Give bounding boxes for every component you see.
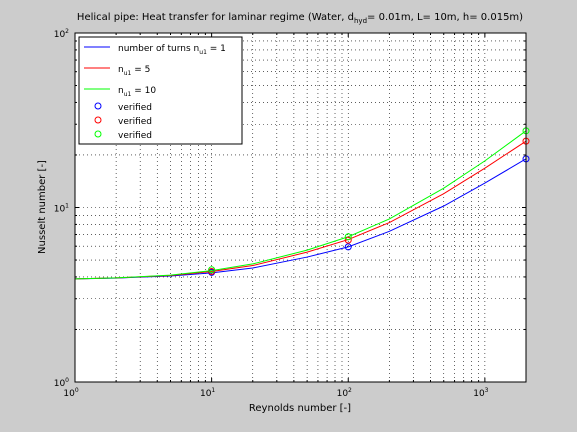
y-tick-label: 100 bbox=[54, 377, 69, 389]
x-tick-label-base: 10 bbox=[200, 389, 212, 399]
x-tick-label-exponent: 1 bbox=[211, 387, 215, 394]
x-tick-label-base: 10 bbox=[473, 389, 485, 399]
y-tick-label: 101 bbox=[54, 203, 69, 215]
legend-box bbox=[78, 36, 243, 145]
y-axis-label: Nusselt number [-] bbox=[37, 160, 48, 254]
legend-verified-label-2: verified bbox=[118, 117, 152, 127]
legend-label-suffix: = 10 bbox=[131, 86, 156, 96]
x-tick-label-base: 10 bbox=[337, 389, 349, 399]
legend-label-subscript: u1 bbox=[124, 91, 132, 98]
verified-point-1 bbox=[344, 243, 352, 251]
legend-label-2: nu1 = 5 bbox=[118, 65, 150, 77]
x-tick-label-exponent: 2 bbox=[348, 387, 352, 394]
verified-point-3 bbox=[208, 266, 216, 274]
y-tick-label: 102 bbox=[54, 28, 69, 40]
y-tick-label-base: 10 bbox=[54, 205, 66, 215]
legend-marker-3 bbox=[94, 130, 102, 138]
x-tick-label-base: 10 bbox=[63, 389, 75, 399]
x-tick-label-exponent: 0 bbox=[75, 387, 79, 394]
legend-verified-label-3: verified bbox=[118, 131, 152, 141]
chart-title: Helical pipe: Heat transfer for laminar … bbox=[77, 12, 523, 25]
legend-label-text: number of turns n bbox=[118, 44, 199, 54]
y-tick-label-exponent: 0 bbox=[65, 377, 69, 384]
legend-label-text: n bbox=[118, 65, 124, 75]
legend-label-suffix: = 1 bbox=[207, 44, 226, 54]
legend-label-subscript: u1 bbox=[199, 49, 207, 56]
axis-ticks bbox=[74, 32, 527, 383]
legend-label-3: nu1 = 10 bbox=[118, 86, 156, 98]
x-tick-label: 102 bbox=[337, 387, 352, 399]
legend-label-text: n bbox=[118, 86, 124, 96]
y-tick-label-base: 10 bbox=[54, 30, 66, 40]
legend-marker-1 bbox=[94, 102, 102, 110]
x-axis-label: Reynolds number [-] bbox=[249, 403, 351, 414]
x-tick-label: 103 bbox=[473, 387, 488, 399]
legend-label-suffix: = 5 bbox=[131, 65, 150, 75]
series-line-3 bbox=[74, 130, 527, 280]
verified-point-3 bbox=[344, 233, 352, 241]
x-tick-label: 100 bbox=[63, 387, 78, 399]
legend-marker-2 bbox=[94, 116, 102, 124]
legend-verified-label-1: verified bbox=[118, 103, 152, 113]
legend-label-subscript: u1 bbox=[124, 70, 132, 77]
y-tick-label-base: 10 bbox=[54, 379, 66, 389]
verified-point-2 bbox=[344, 236, 352, 244]
x-tick-label-exponent: 3 bbox=[485, 387, 489, 394]
legend-label-1: number of turns nu1 = 1 bbox=[118, 44, 226, 56]
series-lines bbox=[74, 130, 527, 280]
x-tick-label: 101 bbox=[200, 387, 215, 399]
y-tick-label-exponent: 1 bbox=[65, 203, 69, 210]
y-tick-label-exponent: 2 bbox=[65, 28, 69, 35]
